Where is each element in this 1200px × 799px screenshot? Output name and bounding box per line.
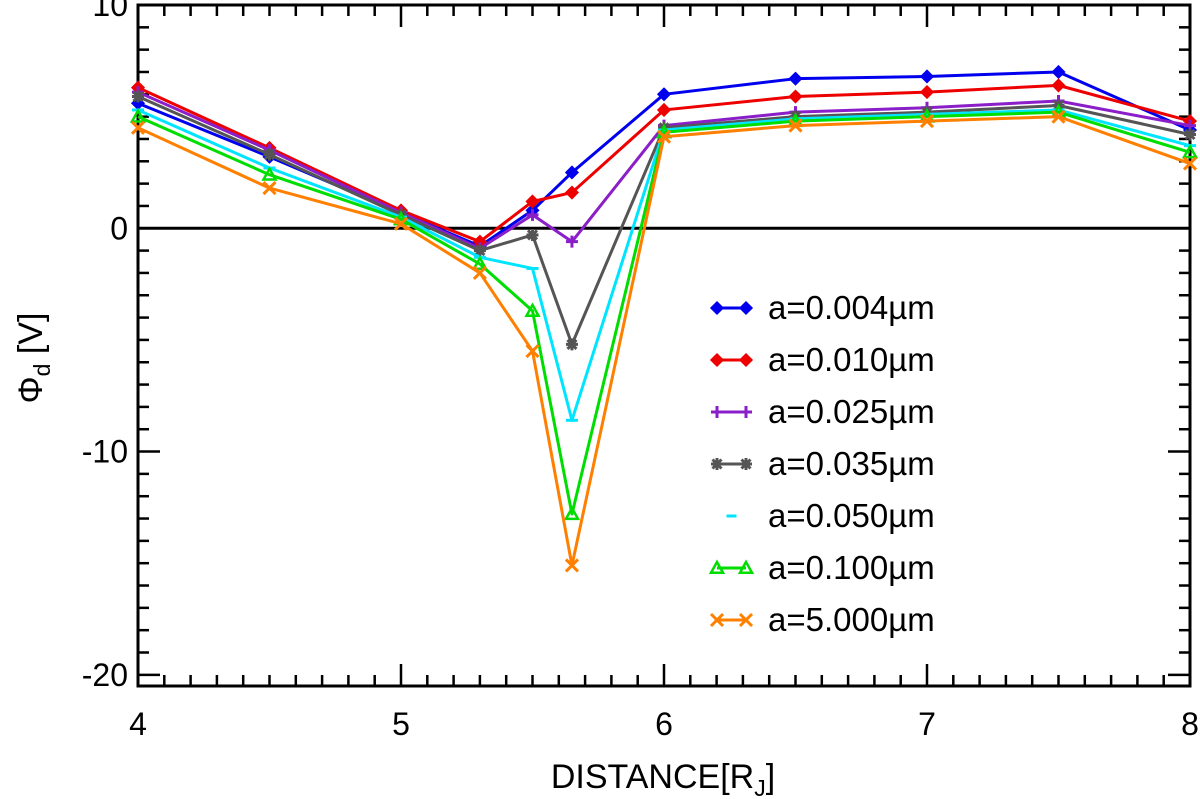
series-line — [137, 110, 1191, 516]
data-point — [919, 114, 935, 129]
data-point — [738, 300, 754, 316]
data-point — [564, 558, 580, 573]
legend-item: a=0.100µm — [708, 549, 935, 586]
legend-label: a=0.050µm — [768, 497, 935, 534]
series-7 — [130, 109, 1198, 573]
data-point — [563, 505, 581, 521]
data-point — [709, 300, 725, 316]
data-point — [526, 228, 539, 241]
data-point — [524, 302, 541, 317]
x-tick-label: 8 — [1181, 706, 1199, 742]
data-point — [565, 338, 578, 351]
data-point — [393, 216, 409, 231]
legend-label: a=0.025µm — [768, 393, 935, 430]
data-point — [1181, 143, 1199, 159]
series-6 — [129, 103, 1199, 521]
data-point — [656, 102, 672, 118]
data-point — [130, 120, 146, 135]
legend-item: a=0.035µm — [711, 445, 935, 482]
legend: a=0.004µm a=0.010µm a=0.025µm a=0.035µm a=0.… — [708, 289, 935, 638]
data-point — [525, 194, 540, 209]
x-tick-label: 6 — [655, 706, 673, 742]
data-point — [564, 185, 580, 200]
data-point — [711, 406, 723, 418]
data-point — [740, 406, 752, 418]
legend-item: a=0.050µm — [726, 497, 935, 534]
tick-labels: 4 5 6 7 8 -20 -10 0 10 — [82, 0, 1199, 742]
data-point — [709, 612, 725, 628]
series-line — [137, 108, 1191, 422]
data-point — [132, 90, 144, 103]
data-point — [471, 255, 489, 271]
legend-label: a=0.004µm — [768, 289, 935, 326]
y-axis-label: Φd [V] — [12, 313, 55, 404]
data-point — [788, 89, 803, 104]
data-point — [738, 352, 754, 368]
legend-item: a=0.025µm — [711, 393, 935, 430]
x-tick-label: 7 — [918, 706, 936, 742]
legend-item: a=0.010µm — [709, 341, 935, 378]
data-point — [261, 166, 278, 181]
y-tick-label: -20 — [82, 657, 128, 693]
x-tick-label: 4 — [129, 706, 147, 742]
data-point — [919, 69, 935, 84]
data-point — [473, 244, 486, 257]
legend-label: a=0.010µm — [768, 341, 935, 378]
data-point — [129, 108, 147, 123]
y-tick-label: -10 — [82, 434, 128, 470]
data-point — [526, 208, 539, 221]
data-point — [708, 559, 726, 575]
data-point — [919, 85, 935, 100]
x-axis-label: DISTANCE[RJ] — [551, 758, 775, 799]
data-point — [1051, 78, 1066, 93]
data-point — [788, 71, 803, 86]
data-point — [709, 352, 725, 368]
legend-item: a=5.000µm — [709, 601, 935, 638]
legend-label: a=0.100µm — [768, 549, 935, 586]
data-point — [262, 181, 277, 196]
tick-marks — [136, 3, 1192, 686]
y-tick-label: 0 — [110, 210, 128, 246]
legend-label: a=5.000µm — [768, 601, 935, 638]
data-point — [737, 559, 755, 575]
data-point — [656, 87, 672, 102]
legend-item: a=0.004µm — [709, 289, 935, 326]
data-point — [1051, 64, 1066, 80]
x-tick-label: 5 — [392, 706, 410, 742]
data-point — [788, 118, 803, 133]
data-point — [738, 612, 754, 628]
data-point — [564, 165, 580, 180]
data-point — [525, 344, 540, 359]
data-point — [263, 148, 276, 161]
data-point — [656, 129, 672, 144]
data-point — [711, 458, 723, 470]
series-5 — [132, 108, 1196, 422]
data-point — [1184, 128, 1196, 141]
data-point — [1051, 109, 1066, 124]
data-point — [1182, 156, 1198, 171]
series-lines — [129, 64, 1199, 573]
legend-label: a=0.035µm — [768, 445, 935, 482]
data-point — [472, 265, 487, 280]
data-point — [740, 458, 752, 470]
y-tick-label: 10 — [92, 0, 128, 23]
data-point — [565, 235, 578, 248]
